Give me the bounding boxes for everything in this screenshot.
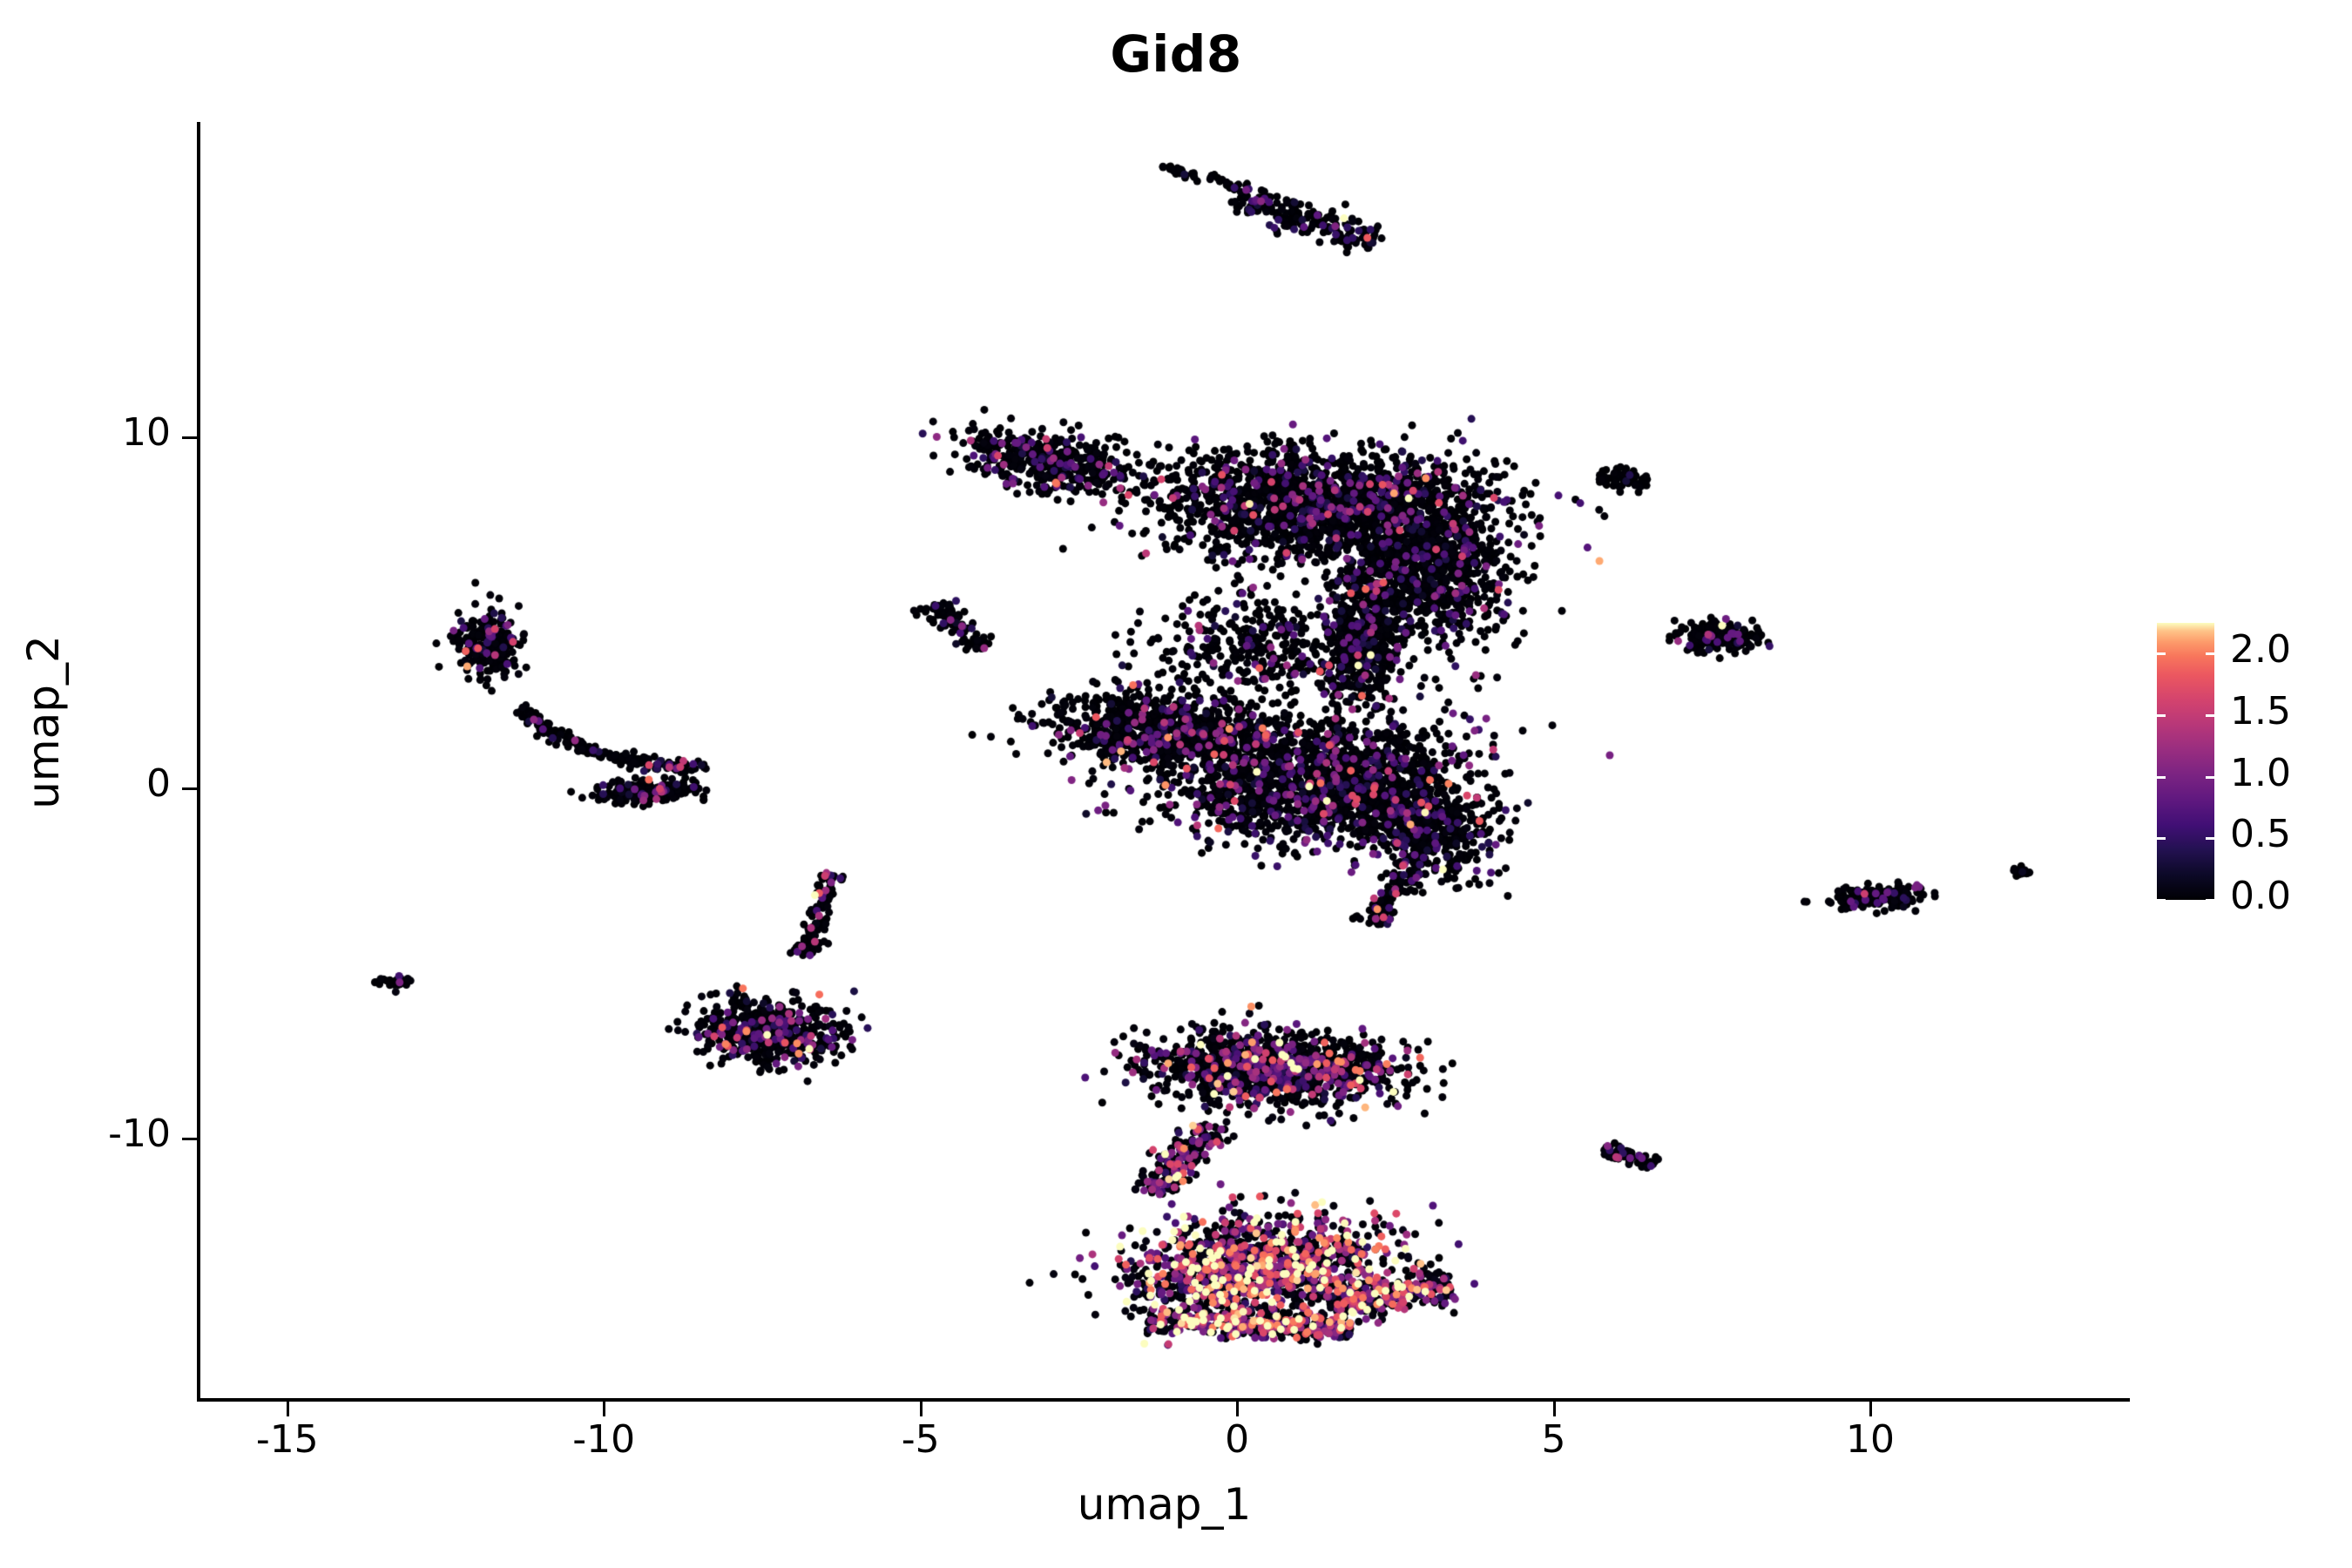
x-tick-mark bbox=[1552, 1402, 1556, 1416]
y-axis-label: umap_2 bbox=[18, 635, 69, 809]
y-tick-label: -10 bbox=[108, 1112, 171, 1157]
colorbar-tick-label: 0.5 bbox=[2230, 812, 2291, 857]
x-tick-label: -5 bbox=[901, 1417, 940, 1462]
x-tick-label: 0 bbox=[1225, 1417, 1250, 1462]
x-tick-label: 10 bbox=[1845, 1417, 1895, 1462]
y-tick-label: 0 bbox=[146, 760, 171, 806]
x-axis-label: umap_1 bbox=[1077, 1479, 1252, 1530]
colorbar-tick-mark bbox=[2157, 837, 2166, 841]
y-tick-mark bbox=[182, 436, 197, 440]
colorbar-tick-mark bbox=[2206, 652, 2214, 656]
colorbar-tick-mark bbox=[2206, 899, 2214, 902]
x-tick-label: 5 bbox=[1541, 1417, 1566, 1462]
x-tick-mark bbox=[603, 1402, 606, 1416]
scatter-points-canvas bbox=[199, 122, 2130, 1398]
y-tick-label: 10 bbox=[122, 410, 171, 456]
colorbar-tick-mark bbox=[2157, 899, 2166, 902]
colorbar-tick-mark bbox=[2157, 714, 2166, 717]
colorbar-tick-mark bbox=[2206, 837, 2214, 841]
x-tick-mark bbox=[1869, 1402, 1872, 1416]
y-axis-spine bbox=[197, 122, 200, 1401]
scatter-plot-axes bbox=[199, 122, 2130, 1398]
colorbar-tick-label: 0.0 bbox=[2230, 874, 2291, 918]
colorbar-tick-label: 2.0 bbox=[2230, 627, 2291, 672]
x-tick-mark bbox=[919, 1402, 923, 1416]
x-axis-spine bbox=[197, 1398, 2130, 1402]
y-tick-mark bbox=[182, 1138, 197, 1141]
x-tick-mark bbox=[286, 1402, 289, 1416]
colorbar-tick-mark bbox=[2206, 714, 2214, 717]
colorbar-tick-label: 1.0 bbox=[2230, 750, 2291, 795]
y-tick-mark bbox=[182, 787, 197, 790]
x-tick-label: -10 bbox=[572, 1417, 636, 1462]
colorbar-tick-mark bbox=[2206, 775, 2214, 779]
colorbar: 0.0 0.5 1.0 1.5 2.0 bbox=[2157, 623, 2331, 918]
colorbar-gradient bbox=[2157, 623, 2214, 900]
x-tick-mark bbox=[1236, 1402, 1240, 1416]
x-tick-label: -15 bbox=[255, 1417, 319, 1462]
colorbar-tick-mark bbox=[2157, 652, 2166, 656]
colorbar-tick-mark bbox=[2157, 775, 2166, 779]
page-title: Gid8 bbox=[1110, 24, 1242, 84]
colorbar-tick-label: 1.5 bbox=[2230, 689, 2291, 733]
